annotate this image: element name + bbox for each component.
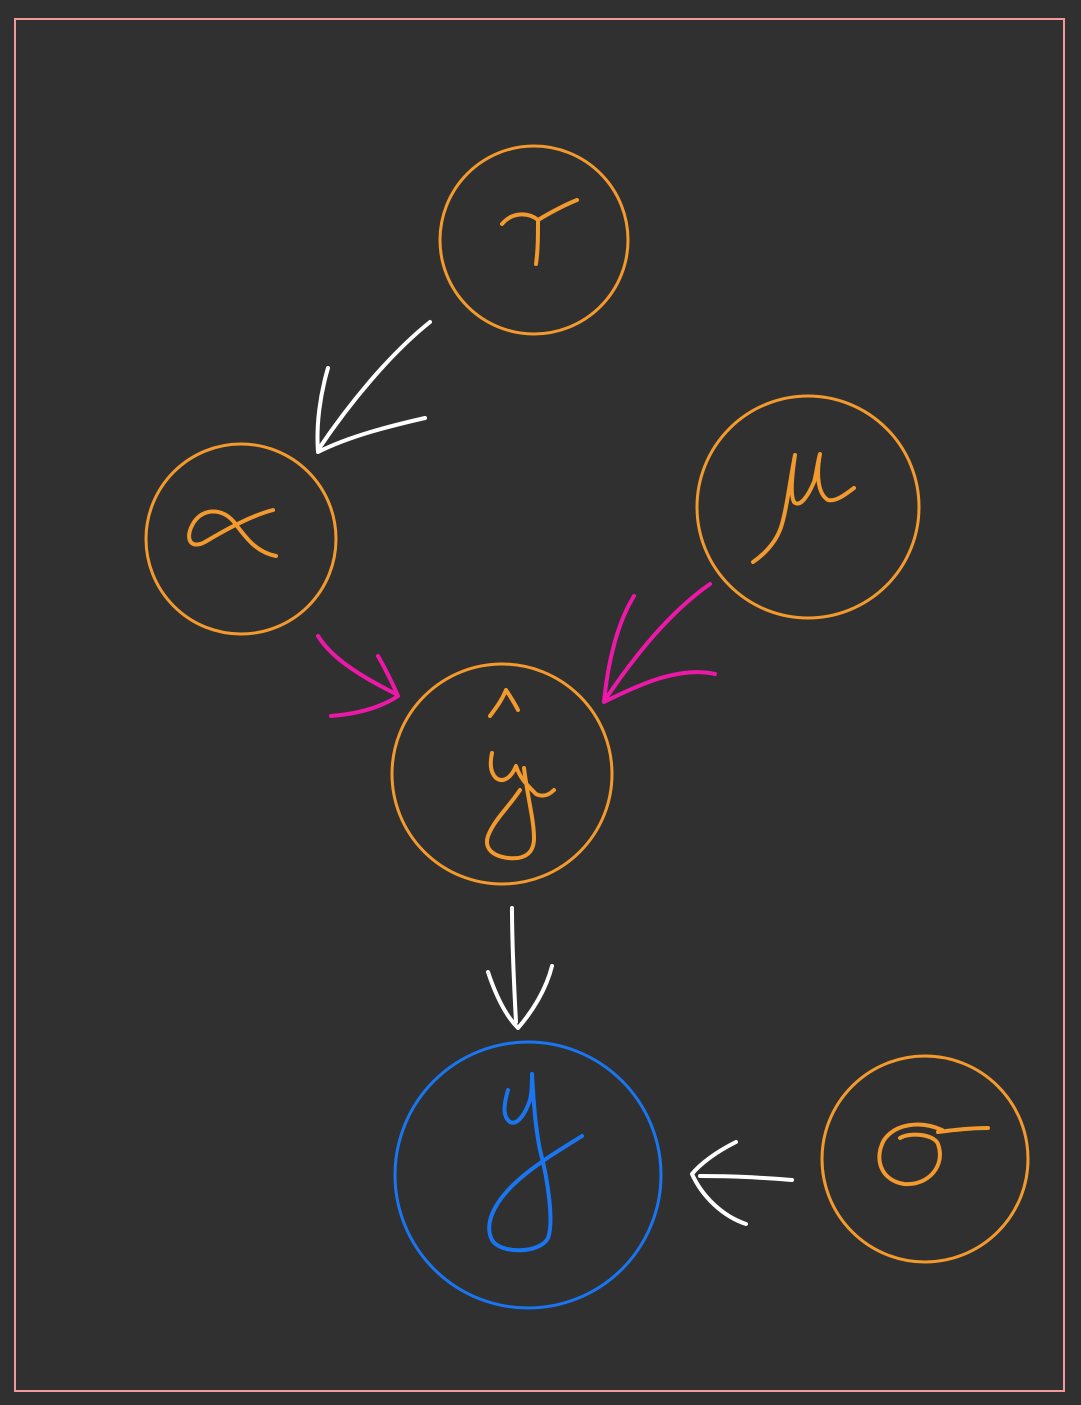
edge-mu-y-hat-head	[602, 594, 717, 704]
edge-y-hat-to-y	[486, 906, 554, 1030]
edge-sigma-y-head	[690, 1140, 748, 1226]
tau-glyph	[500, 198, 579, 266]
node-y-hat	[390, 662, 614, 886]
frame-border	[14, 18, 1065, 1392]
edge-sigma-y-shaft	[698, 1174, 794, 1182]
mu-glyph	[751, 452, 856, 564]
node-alpha	[144, 442, 338, 636]
node-sigma	[820, 1054, 1030, 1264]
edge-sigma-to-y	[690, 1140, 794, 1226]
alpha-glyph	[187, 508, 278, 558]
node-tau	[438, 144, 630, 336]
edge-tau-to-alpha	[315, 320, 432, 454]
node-mu	[695, 394, 921, 620]
sigma-glyph	[877, 1122, 990, 1187]
edge-mu-y-hat-shaft	[603, 582, 712, 702]
edge-alpha-y-hat-head	[329, 654, 400, 718]
edge-tau-alpha-head	[315, 366, 427, 454]
y-hat-glyph	[485, 688, 556, 861]
edge-y-hat-y-head	[486, 964, 554, 1030]
edge-tau-alpha-shaft	[316, 320, 432, 452]
edge-alpha-y-hat-shaft	[316, 634, 398, 696]
y-glyph	[487, 1072, 584, 1253]
edge-mu-to-y-hat	[602, 582, 717, 704]
node-y	[393, 1040, 663, 1310]
edge-alpha-to-y-hat	[316, 634, 400, 718]
edge-y-hat-y-shaft	[510, 906, 518, 1024]
